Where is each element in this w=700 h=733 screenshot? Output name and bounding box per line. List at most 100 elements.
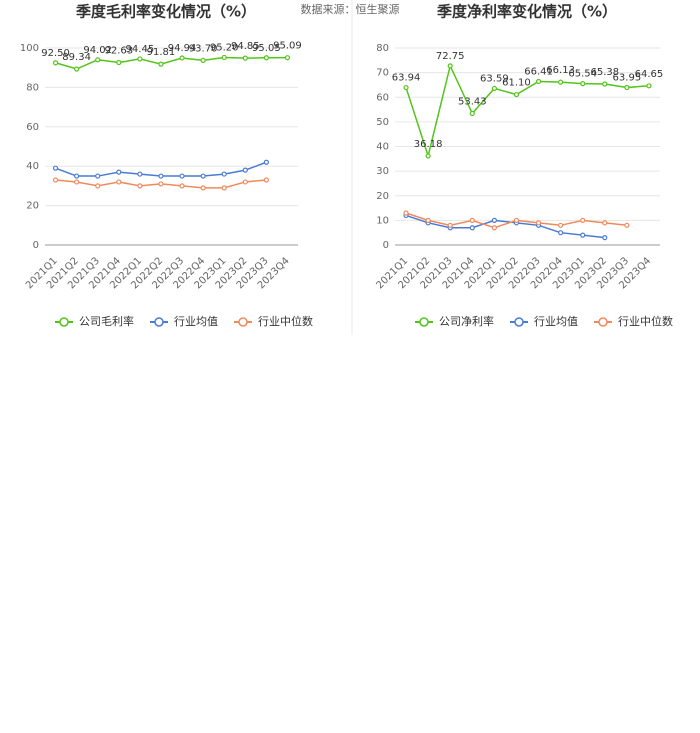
point [491, 85, 497, 92]
point [624, 84, 630, 91]
point [425, 217, 431, 223]
legend-marker [598, 317, 608, 327]
point [513, 217, 520, 223]
legend-marker [154, 317, 164, 327]
point [491, 217, 497, 223]
value-label: 36.18 [414, 139, 443, 150]
value-label: 94.94 [168, 43, 197, 54]
value-label: 65.54 [568, 69, 597, 80]
point [535, 78, 542, 85]
point [425, 153, 431, 159]
legend-label: 行业均值 [174, 315, 218, 328]
point [95, 183, 101, 189]
point [158, 61, 164, 67]
point [95, 173, 101, 179]
point [74, 173, 80, 179]
value-label: 95.05 [252, 43, 281, 54]
series-line [405, 63, 650, 159]
y-tick-label: 40 [376, 142, 389, 153]
point [513, 91, 520, 98]
point [602, 235, 608, 241]
series-line [405, 214, 605, 239]
point [137, 183, 143, 189]
value-label: 92.63 [104, 46, 133, 57]
point [403, 84, 409, 91]
value-label: 63.59 [480, 73, 509, 84]
value-label: 94.02 [83, 45, 112, 56]
y-tick-label: 0 [383, 240, 389, 251]
value-label: 94.85 [231, 41, 260, 52]
point [200, 173, 206, 179]
point [221, 54, 227, 61]
value-label: 66.13 [546, 65, 575, 76]
point [263, 159, 269, 165]
value-label: 63.94 [392, 73, 421, 84]
point [116, 179, 122, 185]
point [221, 171, 227, 177]
point [403, 210, 409, 216]
value-label: 66.41 [524, 66, 553, 77]
point [179, 55, 185, 61]
point [624, 222, 630, 228]
point [469, 110, 475, 117]
point [491, 225, 497, 231]
point [95, 57, 101, 63]
point [602, 81, 608, 87]
legend-label: 行业中位数 [258, 314, 313, 328]
point [602, 220, 608, 226]
point [263, 177, 269, 183]
legend-label: 行业中位数 [618, 314, 673, 328]
point [158, 181, 164, 187]
legend-label: 公司净利率 [439, 314, 494, 328]
source: 数据来源：恒生聚源 [301, 2, 400, 16]
y-tick-label: 20 [26, 201, 39, 212]
point [580, 81, 586, 87]
chart-title: 季度净利率变化情况（%） [437, 3, 617, 21]
point [137, 56, 143, 62]
point [137, 171, 143, 177]
point [52, 60, 59, 66]
y-tick-label: 20 [376, 191, 389, 202]
point [221, 185, 227, 191]
value-label: 94.45 [126, 44, 155, 55]
value-label: 65.38 [590, 67, 619, 78]
point [200, 57, 206, 64]
point [116, 169, 122, 175]
point [558, 222, 564, 228]
point [646, 83, 652, 89]
point [284, 55, 291, 61]
value-label: 91.81 [147, 47, 176, 58]
chart-title: 季度毛利率变化情况（%） [76, 3, 256, 21]
value-label: 89.34 [62, 52, 91, 63]
point [447, 63, 453, 69]
legend-label: 行业均值 [534, 315, 578, 328]
point [580, 232, 586, 238]
legend-marker [59, 317, 69, 327]
point [179, 183, 185, 189]
point [558, 79, 564, 85]
value-label: 53.43 [458, 96, 487, 107]
series-line [55, 56, 288, 70]
value-label: 92.50 [41, 48, 70, 59]
legend-marker [419, 317, 429, 327]
y-tick-label: 0 [33, 240, 39, 251]
point [558, 230, 564, 236]
point [263, 55, 269, 61]
y-tick-label: 70 [376, 68, 389, 79]
point [74, 179, 80, 185]
point [200, 185, 206, 191]
point [158, 173, 164, 179]
point [242, 167, 248, 173]
y-tick-label: 50 [376, 117, 389, 128]
value-label: 72.75 [436, 51, 465, 62]
point [242, 55, 248, 61]
y-tick-label: 80 [376, 43, 389, 54]
y-tick-label: 60 [26, 122, 39, 133]
legend-marker [238, 317, 248, 327]
point [580, 217, 586, 223]
point [469, 217, 475, 223]
value-label: 95.09 [273, 41, 302, 52]
value-label: 64.65 [635, 69, 664, 80]
point [242, 179, 248, 185]
point [116, 59, 122, 66]
